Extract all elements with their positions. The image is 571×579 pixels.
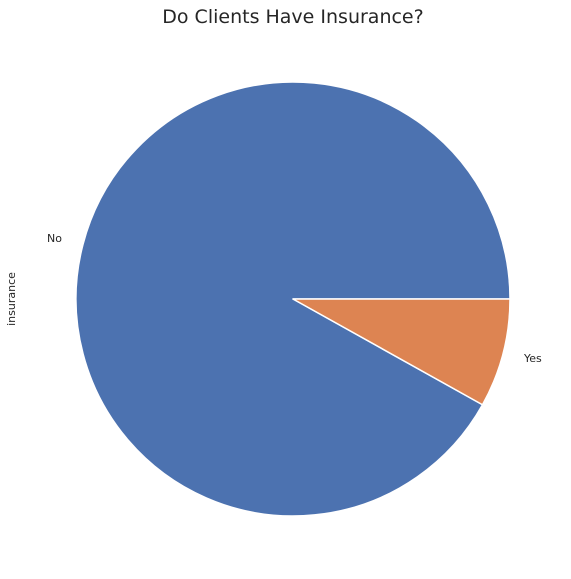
pie-slices bbox=[75, 81, 511, 517]
chart-title: Do Clients Have Insurance? bbox=[162, 6, 423, 28]
pie-label-no: No bbox=[47, 232, 62, 245]
pie-labels: No Yes bbox=[47, 232, 542, 365]
pie-slice-yes bbox=[292, 298, 511, 406]
pie-label-yes: Yes bbox=[523, 352, 542, 365]
y-axis-label: insurance bbox=[5, 272, 18, 326]
